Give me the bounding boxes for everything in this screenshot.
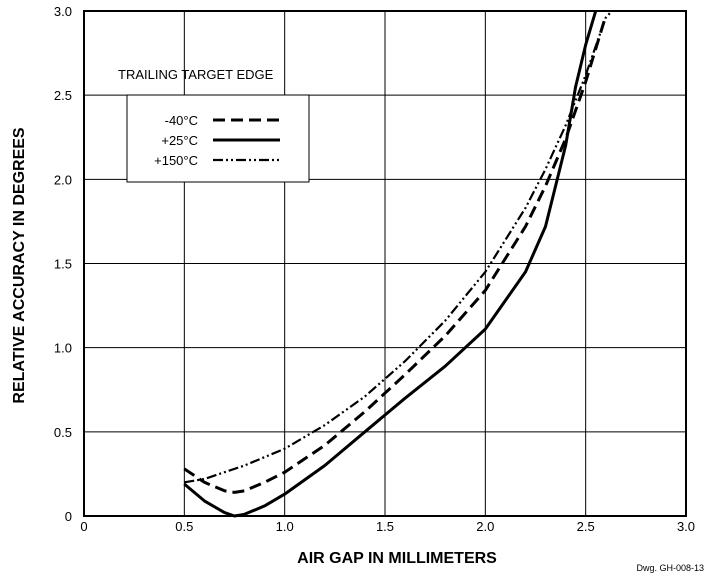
series-line-3 — [184, 10, 613, 484]
legend-label-3: +150°C — [154, 153, 198, 168]
x-tick-label: 0 — [80, 519, 87, 534]
x-axis-title: AIR GAP IN MILLIMETERS — [297, 550, 497, 567]
legend-label-2: +25°C — [161, 133, 198, 148]
x-tick-label: 0.5 — [175, 519, 193, 534]
x-tick-labels: 0 0.5 1.0 1.5 2.0 2.5 3.0 — [80, 519, 695, 534]
x-tick-label: 1.0 — [276, 519, 294, 534]
y-tick-label: 1.5 — [54, 257, 72, 272]
y-tick-label: 2.5 — [54, 88, 72, 103]
y-tick-label: 2.0 — [54, 172, 72, 187]
legend-items: -40°C +25°C +150°C — [154, 113, 280, 168]
y-tick-labels: 0 0.5 1.0 1.5 2.0 2.5 3.0 — [54, 4, 72, 524]
x-tick-label: 3.0 — [677, 519, 695, 534]
legend-title: TRAILING TARGET EDGE — [118, 67, 274, 82]
grid — [83, 10, 687, 517]
legend: TRAILING TARGET EDGE -40°C +25°C +150°C — [118, 67, 310, 183]
x-tick-label: 2.0 — [476, 519, 494, 534]
series-line-1 — [183, 15, 608, 494]
y-tick-label: 3.0 — [54, 4, 72, 19]
drawing-number: Dwg. GH-008-13 — [636, 563, 704, 573]
legend-label-1: -40°C — [165, 113, 198, 128]
y-tick-label: 0.5 — [54, 425, 72, 440]
plot-frame — [83, 10, 687, 517]
y-tick-label: 1.0 — [54, 341, 72, 356]
x-tick-label: 2.5 — [577, 519, 595, 534]
x-tick-label: 1.5 — [376, 519, 394, 534]
y-tick-label: 0 — [65, 509, 72, 524]
y-axis-title: RELATIVE ACCURACY IN DEGREES — [11, 127, 28, 404]
